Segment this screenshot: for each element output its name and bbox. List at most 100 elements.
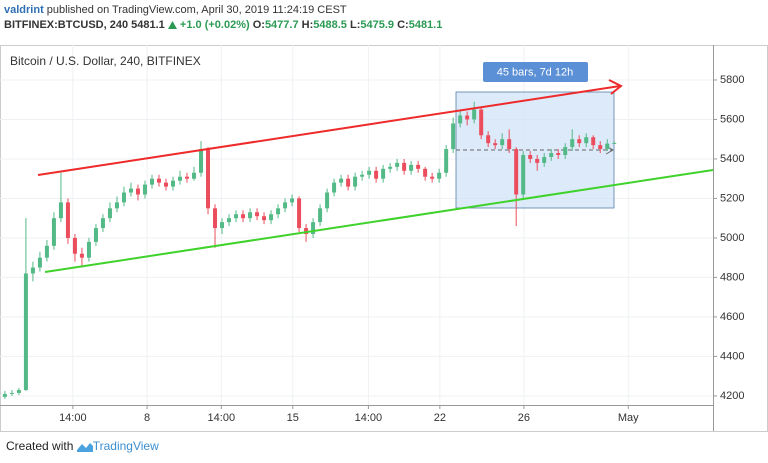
- last-price: 5481.1: [131, 19, 165, 31]
- candle-body: [311, 222, 316, 234]
- candle-body: [374, 170, 379, 179]
- y-tick-label: 4200: [720, 390, 744, 402]
- published: published on TradingView.com, April 30, …: [46, 4, 347, 16]
- candle-body: [262, 216, 267, 221]
- candle-body: [458, 115, 463, 124]
- chart-frame: [0, 45, 768, 432]
- candle-body: [304, 228, 309, 234]
- candle-body: [283, 202, 288, 209]
- candle-body: [297, 198, 302, 229]
- candle-body: [269, 214, 274, 221]
- candle-body: [465, 115, 470, 120]
- chart-title: Bitcoin / U.S. Dollar, 240, BITFINEX: [10, 54, 201, 68]
- candle-body: [395, 162, 400, 167]
- y-tick-label: 5600: [720, 113, 744, 125]
- candle-body: [605, 143, 610, 150]
- candle-body: [135, 188, 140, 195]
- candle-body: [556, 153, 561, 155]
- candle-body: [500, 139, 505, 146]
- c-value: 5481.1: [408, 19, 443, 31]
- candle-body: [199, 149, 204, 173]
- x-tick-label: 8: [144, 412, 150, 424]
- candle-body: [163, 182, 168, 187]
- header-line-1: valdrint published on TradingView.com, A…: [4, 3, 442, 18]
- candle-body: [9, 392, 14, 394]
- x-tick-label: 14:00: [355, 412, 383, 424]
- candle-body: [2, 393, 7, 397]
- tv-logo: [76, 442, 93, 452]
- candle-body: [325, 192, 330, 209]
- candle-body: [170, 180, 175, 187]
- candle-body: [423, 168, 428, 177]
- candle-body: [444, 149, 449, 173]
- candle-body: [100, 218, 105, 229]
- candle-body: [584, 137, 589, 144]
- candle-body: [451, 123, 456, 150]
- candle-body: [472, 109, 477, 120]
- candle-body: [241, 214, 246, 219]
- candle-body: [598, 145, 603, 150]
- candle-body: [149, 178, 154, 185]
- candle-body: [346, 178, 351, 187]
- candle-body: [30, 267, 35, 274]
- candle-body: [16, 389, 21, 393]
- h-value: 5488.5: [313, 19, 347, 31]
- candle-body: [227, 218, 232, 223]
- candle-body: [367, 170, 372, 175]
- upper-trendline[interactable]: [37, 85, 621, 176]
- y-tick-label: 5800: [720, 74, 744, 86]
- candles: [2, 101, 617, 399]
- x-tick-label: 15: [287, 412, 299, 424]
- candle-body: [23, 273, 28, 390]
- candle-body: [479, 109, 484, 136]
- author[interactable]: valdrint: [4, 4, 44, 16]
- up-triangle: [167, 21, 177, 30]
- y-tick-label: 4400: [720, 350, 744, 362]
- annotation: 45 bars, 7d 12h: [497, 66, 573, 78]
- l-label: L:: [349, 19, 361, 31]
- candle-body: [234, 214, 239, 219]
- candle-body: [72, 237, 77, 254]
- candle-body: [121, 192, 126, 203]
- header: valdrint published on TradingView.com, A…: [4, 3, 442, 33]
- candle-body: [535, 158, 540, 163]
- candle-body: [248, 212, 253, 219]
- candle-body: [213, 208, 218, 229]
- candle-body: [142, 184, 147, 195]
- candle-body: [276, 208, 281, 215]
- h-label: H:: [301, 19, 314, 31]
- candle-body: [332, 182, 337, 193]
- y-tick-label: 5200: [720, 192, 744, 204]
- change: +1.0 (+0.02%): [179, 19, 250, 31]
- o-value: 5477.7: [264, 19, 299, 31]
- candle-body: [612, 142, 617, 144]
- candle-body: [570, 139, 575, 148]
- candle-body: [591, 137, 596, 146]
- candle-body: [318, 208, 323, 223]
- candle-body: [192, 172, 197, 179]
- candle-body: [402, 162, 407, 171]
- o-label: O:: [252, 19, 265, 31]
- candle-body: [486, 135, 491, 144]
- lower-trendline[interactable]: [44, 169, 714, 273]
- candle-body: [528, 154, 533, 159]
- candle-body: [437, 172, 442, 179]
- candle-body: [156, 178, 161, 183]
- candle-body: [255, 212, 260, 217]
- candle-body: [542, 156, 547, 163]
- candle-body: [430, 176, 435, 179]
- candle-body: [220, 222, 225, 229]
- symbol: BITFINEX:BTCUSD, 240: [4, 19, 129, 31]
- candle-body: [381, 168, 386, 179]
- c-label: C:: [397, 19, 409, 31]
- candle-body: [206, 149, 211, 209]
- candle-body: [353, 176, 358, 187]
- candle-body: [79, 253, 84, 258]
- candle-body: [577, 139, 582, 144]
- candle-body: [290, 198, 295, 203]
- l-value: 5475.9: [360, 19, 395, 31]
- candle-body: [388, 166, 393, 169]
- brand[interactable]: TradingView: [92, 439, 159, 453]
- candle-body: [549, 153, 554, 157]
